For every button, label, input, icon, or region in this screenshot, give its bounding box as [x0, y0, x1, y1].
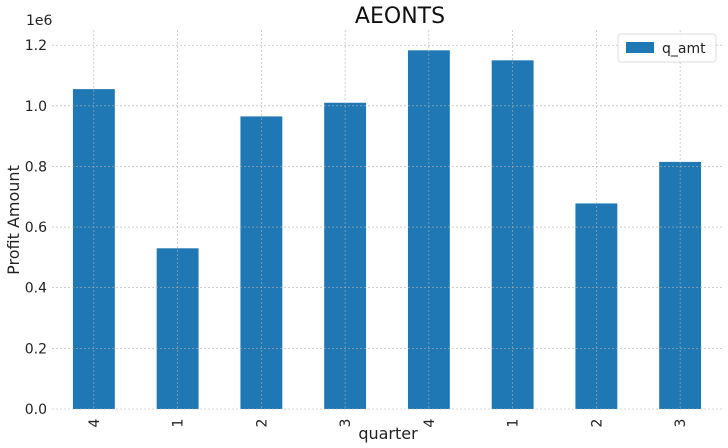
bar-series: [72, 50, 702, 410]
x-tick-label: 1: [171, 419, 187, 428]
legend-label: q_amt: [662, 41, 706, 57]
y-tick-label: 0.6: [25, 220, 47, 236]
x-tick-label: 2: [589, 419, 605, 428]
y-tick-labels: 0.0 0.2 0.4 0.6 0.8 1.0 1.2: [25, 38, 47, 418]
x-tick-label: 1: [506, 419, 522, 428]
y-gridlines: [52, 44, 722, 410]
y-axis-label: Profit Amount: [4, 165, 23, 275]
x-tick-label: 3: [338, 419, 354, 428]
legend: q_amt: [617, 33, 717, 63]
bar: [156, 248, 199, 409]
bar: [72, 89, 115, 410]
x-tick-label: 4: [422, 418, 438, 427]
legend-box: [617, 33, 717, 63]
y-tick-label: 1.2: [25, 38, 47, 54]
y-tick-label: 0.0: [25, 402, 47, 418]
x-tick-label: 2: [254, 419, 270, 428]
legend-swatch: [626, 42, 654, 53]
y-tick-label: 1.0: [25, 99, 47, 115]
x-tick-labels: 4 1 2 3 4 1 2 3: [87, 418, 689, 427]
chart-title: AEONTS: [355, 4, 445, 29]
y-scale-label: 1e6: [26, 13, 53, 29]
x-axis-label: quarter: [358, 424, 418, 443]
y-tick-label: 0.8: [25, 159, 47, 175]
y-tick-label: 0.4: [25, 281, 47, 297]
x-tick-label: 3: [673, 419, 689, 428]
x-tick-label: 4: [87, 418, 103, 427]
x-gridlines: [93, 30, 681, 409]
y-tick-label: 0.2: [25, 341, 47, 357]
